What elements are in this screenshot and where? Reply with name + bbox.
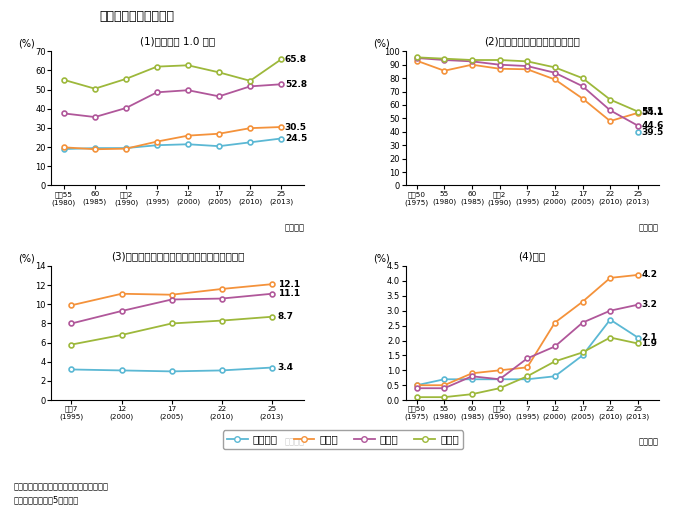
Text: （年度）: （年度）	[639, 438, 659, 447]
Text: (%): (%)	[19, 38, 35, 49]
Text: 54.1: 54.1	[641, 108, 663, 117]
Text: 1.9: 1.9	[641, 339, 657, 348]
Text: 24.5: 24.5	[285, 134, 307, 143]
Title: (1)裸眼視力 1.0 未満: (1)裸眼視力 1.0 未満	[141, 36, 215, 46]
Text: 65.8: 65.8	[285, 55, 307, 64]
Text: 4.2: 4.2	[641, 270, 657, 280]
Text: 12.1: 12.1	[278, 280, 300, 289]
Text: 52.8: 52.8	[285, 80, 307, 89]
Text: 30.5: 30.5	[285, 123, 307, 131]
Title: (2)むし歯（処置完了者含む。）: (2)むし歯（処置完了者含む。）	[484, 36, 580, 46]
Text: （出典）文部科学省「学校保健統計調査」: （出典）文部科学省「学校保健統計調査」	[14, 482, 108, 491]
Title: (3)鼻・副鼻腔疾患（アレルギー性鼻炎など）: (3)鼻・副鼻腔疾患（アレルギー性鼻炎など）	[111, 251, 245, 261]
Legend: 幼稚園児, 小学生, 中学生, 高校生: 幼稚園児, 小学生, 中学生, 高校生	[223, 430, 463, 449]
Text: 8.7: 8.7	[278, 312, 294, 321]
Text: (%): (%)	[372, 253, 390, 263]
Text: 2.1: 2.1	[641, 333, 657, 342]
Text: （年度）: （年度）	[639, 223, 659, 232]
Text: 第1-2-12図: 第1-2-12図	[23, 13, 73, 23]
Text: （年度）: （年度）	[285, 438, 305, 447]
Text: 3.4: 3.4	[278, 363, 294, 372]
Title: (4)屐息: (4)屐息	[519, 251, 545, 261]
Text: 3.2: 3.2	[641, 300, 657, 309]
Text: 44.6: 44.6	[641, 121, 663, 130]
Text: 39.5: 39.5	[641, 128, 663, 137]
Text: （注）幼稚園児は5歳児のみ: （注）幼稚園児は5歳児のみ	[14, 495, 79, 504]
Text: 11.1: 11.1	[278, 289, 300, 298]
Text: （年度）: （年度）	[285, 223, 305, 232]
Text: (%): (%)	[372, 38, 390, 49]
Text: (%): (%)	[19, 253, 35, 263]
Text: 55.1: 55.1	[641, 107, 663, 116]
Text: 主な疾病・異常の状況: 主な疾病・異常の状況	[99, 10, 174, 24]
